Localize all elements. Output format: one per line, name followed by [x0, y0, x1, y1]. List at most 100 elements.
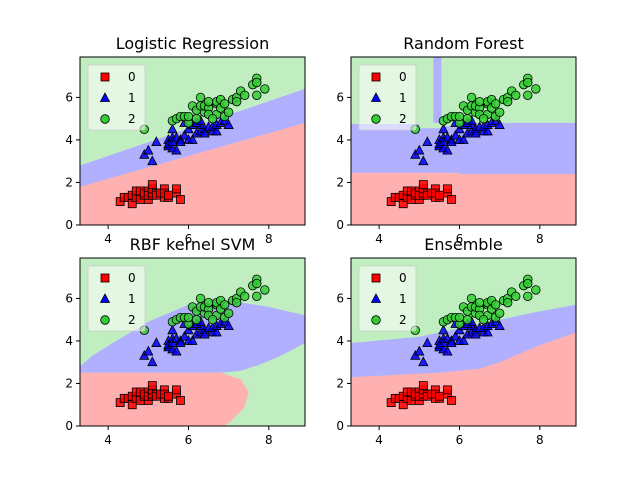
- point-class-0: [163, 391, 173, 401]
- point-class-1: [494, 320, 505, 330]
- point-class-2: [191, 314, 202, 325]
- point-class-1: [482, 326, 493, 337]
- point-class-1: [179, 330, 190, 341]
- legend-box: [87, 265, 146, 332]
- point-class-2: [466, 293, 477, 304]
- point-class-0: [147, 180, 157, 189]
- point-class-1: [187, 134, 198, 144]
- x-tick-label: 8: [265, 433, 273, 447]
- legend-label-0: 0: [128, 70, 136, 84]
- legend: 0 1 2: [87, 64, 146, 131]
- point-class-2: [260, 84, 270, 94]
- y-tick-label: 6: [336, 291, 344, 305]
- point-class-2: [511, 90, 521, 100]
- point-class-2: [240, 90, 250, 100]
- point-class-2: [203, 297, 214, 308]
- point-class-1: [438, 123, 449, 134]
- y-tick-label: 6: [336, 90, 344, 104]
- legend-marker-2: [371, 114, 381, 124]
- legend-marker-0: [100, 273, 110, 283]
- point-class-1: [151, 337, 162, 347]
- point-class-1: [147, 155, 158, 166]
- point-class-2: [523, 278, 533, 289]
- legend-box: [358, 265, 417, 332]
- legend-label-1: 1: [399, 91, 407, 105]
- y-tick-label: 6: [65, 291, 73, 305]
- point-class-2: [454, 111, 465, 122]
- legend-marker-2: [371, 315, 381, 325]
- point-class-1: [414, 144, 425, 155]
- point-class-1: [470, 127, 481, 138]
- point-class-1: [143, 345, 154, 356]
- y-tick-label: 2: [336, 376, 344, 390]
- point-class-1: [223, 119, 234, 129]
- legend-label-2: 2: [128, 313, 136, 327]
- point-class-0: [147, 381, 157, 390]
- point-class-1: [442, 144, 453, 155]
- point-class-2: [454, 312, 465, 323]
- legend-box: [87, 64, 146, 131]
- point-class-2: [478, 113, 489, 124]
- point-class-0: [447, 396, 456, 405]
- legend-marker-2: [100, 114, 110, 124]
- point-class-1: [482, 125, 493, 136]
- axes-frame: [350, 257, 577, 427]
- point-class-0: [443, 385, 452, 395]
- point-class-1: [442, 345, 453, 356]
- x-tick-label: 8: [536, 433, 544, 447]
- point-class-1: [450, 129, 461, 140]
- point-class-2: [502, 297, 513, 308]
- legend-marker-1: [370, 92, 382, 102]
- point-class-1: [450, 330, 461, 341]
- y-tick-label: 4: [65, 133, 73, 147]
- point-class-2: [195, 92, 206, 103]
- point-class-1: [446, 136, 457, 146]
- point-class-1: [167, 324, 178, 335]
- axes-frame: [79, 56, 306, 226]
- x-tick-label: 6: [456, 232, 464, 246]
- point-class-2: [203, 96, 214, 107]
- point-class-1: [199, 328, 210, 339]
- y-tick-label: 0: [336, 419, 344, 433]
- point-class-1: [211, 326, 222, 337]
- y-tick-label: 4: [336, 133, 344, 147]
- y-tick-label: 0: [65, 218, 73, 232]
- point-class-2: [490, 300, 501, 310]
- point-class-0: [418, 381, 428, 390]
- y-tick-label: 2: [65, 376, 73, 390]
- scatter-points: [115, 274, 270, 410]
- point-class-1: [175, 136, 186, 146]
- point-class-0: [176, 396, 185, 405]
- chart-title: Random Forest: [403, 34, 523, 53]
- point-class-2: [183, 111, 194, 122]
- scatter-points: [386, 274, 541, 410]
- x-tick-label: 4: [104, 232, 112, 246]
- point-class-2: [474, 297, 485, 308]
- x-tick-label: 8: [536, 232, 544, 246]
- point-class-2: [240, 291, 250, 301]
- legend-marker-1: [370, 293, 382, 303]
- point-class-1: [422, 136, 433, 146]
- point-class-0: [434, 391, 444, 401]
- point-class-1: [167, 123, 178, 134]
- chart-title: Logistic Regression: [116, 34, 269, 53]
- point-class-2: [260, 285, 270, 295]
- region-class-2-island: [427, 57, 434, 121]
- chart-title: Ensemble: [424, 235, 502, 254]
- point-class-0: [447, 195, 456, 204]
- legend-label-1: 1: [399, 292, 407, 306]
- point-class-2: [511, 291, 521, 301]
- legend-marker-2: [100, 315, 110, 325]
- point-class-1: [175, 337, 186, 347]
- point-class-1: [458, 335, 469, 345]
- point-class-0: [434, 190, 444, 200]
- legend-label-1: 1: [128, 91, 136, 105]
- legend-box: [358, 64, 417, 131]
- point-class-2: [195, 293, 206, 304]
- point-class-2: [490, 99, 501, 109]
- point-class-2: [231, 297, 242, 308]
- legend: 0 1 2: [358, 265, 417, 332]
- chart-title: RBF kernel SVM: [130, 235, 256, 254]
- point-class-2: [466, 92, 477, 103]
